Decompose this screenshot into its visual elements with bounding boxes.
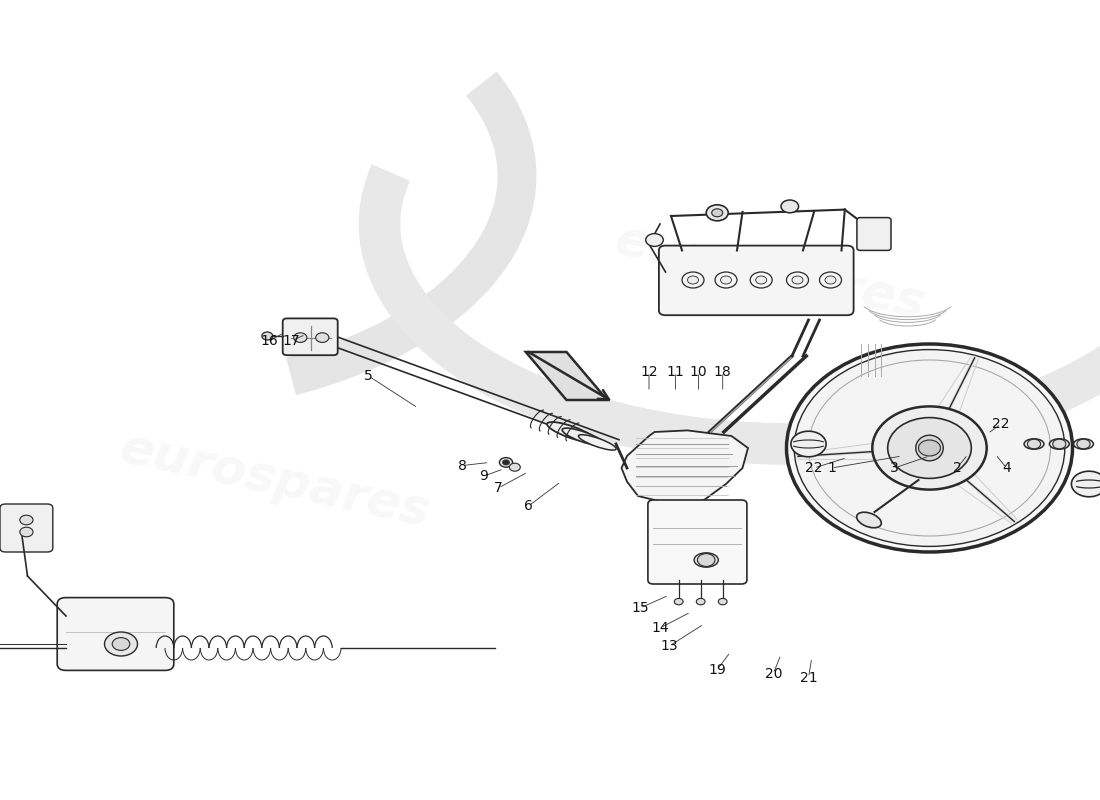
Text: 4: 4 bbox=[1002, 461, 1011, 475]
Circle shape bbox=[792, 276, 803, 284]
Circle shape bbox=[786, 344, 1072, 552]
Circle shape bbox=[720, 276, 732, 284]
Text: 22: 22 bbox=[805, 461, 823, 475]
Circle shape bbox=[509, 463, 520, 471]
Text: 7: 7 bbox=[494, 481, 503, 495]
Circle shape bbox=[718, 598, 727, 605]
Circle shape bbox=[825, 276, 836, 284]
Circle shape bbox=[646, 234, 663, 246]
Ellipse shape bbox=[857, 512, 881, 528]
Circle shape bbox=[104, 632, 138, 656]
Text: 20: 20 bbox=[764, 666, 782, 681]
FancyBboxPatch shape bbox=[648, 500, 747, 584]
Circle shape bbox=[499, 458, 513, 467]
Text: 2: 2 bbox=[953, 461, 961, 475]
Circle shape bbox=[20, 515, 33, 525]
FancyBboxPatch shape bbox=[857, 218, 891, 250]
Ellipse shape bbox=[579, 434, 616, 450]
Ellipse shape bbox=[1024, 438, 1044, 450]
Text: 19: 19 bbox=[708, 662, 726, 677]
FancyBboxPatch shape bbox=[0, 504, 53, 552]
Ellipse shape bbox=[915, 435, 944, 461]
Text: 5: 5 bbox=[364, 369, 373, 383]
Text: 17: 17 bbox=[283, 334, 300, 348]
Ellipse shape bbox=[694, 553, 718, 567]
Text: 22: 22 bbox=[992, 417, 1010, 431]
Circle shape bbox=[791, 431, 826, 457]
Circle shape bbox=[696, 598, 705, 605]
Text: 13: 13 bbox=[660, 639, 678, 654]
Text: 9: 9 bbox=[480, 469, 488, 483]
Text: 16: 16 bbox=[261, 334, 278, 348]
Text: 12: 12 bbox=[640, 365, 658, 379]
Text: 15: 15 bbox=[631, 601, 649, 615]
Ellipse shape bbox=[562, 428, 604, 446]
Circle shape bbox=[688, 276, 698, 284]
Circle shape bbox=[697, 554, 715, 566]
Circle shape bbox=[918, 440, 940, 456]
Text: 3: 3 bbox=[890, 461, 899, 475]
Text: 1: 1 bbox=[827, 461, 836, 475]
Circle shape bbox=[888, 418, 971, 478]
Ellipse shape bbox=[547, 422, 595, 442]
Circle shape bbox=[316, 333, 329, 342]
Circle shape bbox=[1077, 439, 1090, 449]
Text: 10: 10 bbox=[690, 365, 707, 379]
FancyBboxPatch shape bbox=[659, 246, 854, 315]
Text: 8: 8 bbox=[458, 458, 466, 473]
FancyBboxPatch shape bbox=[283, 318, 338, 355]
Text: eurospares: eurospares bbox=[610, 216, 930, 328]
Ellipse shape bbox=[1049, 438, 1069, 450]
Circle shape bbox=[781, 200, 799, 213]
Circle shape bbox=[1053, 439, 1066, 449]
Circle shape bbox=[706, 205, 728, 221]
Circle shape bbox=[794, 350, 1065, 546]
Circle shape bbox=[112, 638, 130, 650]
Text: 18: 18 bbox=[714, 365, 732, 379]
Circle shape bbox=[712, 209, 723, 217]
Polygon shape bbox=[621, 430, 748, 504]
Circle shape bbox=[756, 276, 767, 284]
Circle shape bbox=[294, 333, 307, 342]
Circle shape bbox=[1071, 471, 1100, 497]
Circle shape bbox=[872, 406, 987, 490]
Ellipse shape bbox=[1074, 438, 1093, 450]
Circle shape bbox=[503, 460, 509, 465]
Circle shape bbox=[1027, 439, 1041, 449]
Text: 6: 6 bbox=[524, 499, 532, 514]
Text: 14: 14 bbox=[651, 621, 669, 635]
Text: 21: 21 bbox=[800, 670, 817, 685]
Circle shape bbox=[262, 332, 273, 340]
Circle shape bbox=[20, 527, 33, 537]
Text: eurospares: eurospares bbox=[116, 424, 435, 536]
Polygon shape bbox=[526, 352, 607, 400]
Circle shape bbox=[674, 598, 683, 605]
FancyBboxPatch shape bbox=[57, 598, 174, 670]
Text: 11: 11 bbox=[667, 365, 684, 379]
